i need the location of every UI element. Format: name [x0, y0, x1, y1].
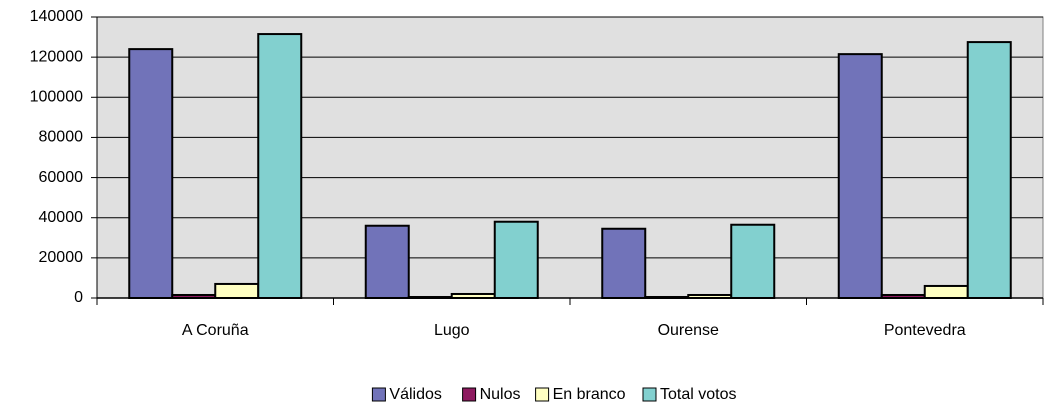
legend-swatch — [462, 387, 477, 402]
x-tick-label: Pontevedra — [884, 322, 966, 339]
bar — [730, 223, 776, 299]
plot-area — [96, 16, 1044, 299]
legend-label: Válidos — [389, 386, 441, 403]
x-tick-label: Ourense — [658, 322, 719, 339]
bar — [837, 53, 883, 299]
bar — [364, 224, 410, 299]
y-tick-label: 80000 — [39, 129, 84, 146]
bar — [923, 284, 969, 300]
bar — [493, 220, 539, 300]
legend-swatch — [535, 387, 550, 402]
y-tick-label: 60000 — [39, 169, 84, 186]
legend-label: Total votos — [660, 386, 736, 403]
x-tick-label: A Coruña — [182, 322, 249, 339]
x-tick-label: Lugo — [434, 322, 470, 339]
y-tick-label: 120000 — [30, 48, 83, 65]
legend-swatch — [371, 387, 386, 402]
bar — [966, 41, 1012, 300]
y-tick-label: 100000 — [30, 89, 83, 106]
bar — [257, 33, 303, 300]
bar — [128, 48, 174, 299]
legend-label: En branco — [553, 386, 626, 403]
y-tick-label: 0 — [74, 289, 83, 306]
legend-swatch — [642, 387, 657, 402]
y-tick-label: 40000 — [39, 209, 84, 226]
y-tick-label: 20000 — [39, 249, 84, 266]
bar — [214, 282, 260, 300]
y-tick-label: 140000 — [30, 8, 83, 25]
bar — [601, 227, 647, 299]
legend-label: Nulos — [480, 386, 521, 403]
